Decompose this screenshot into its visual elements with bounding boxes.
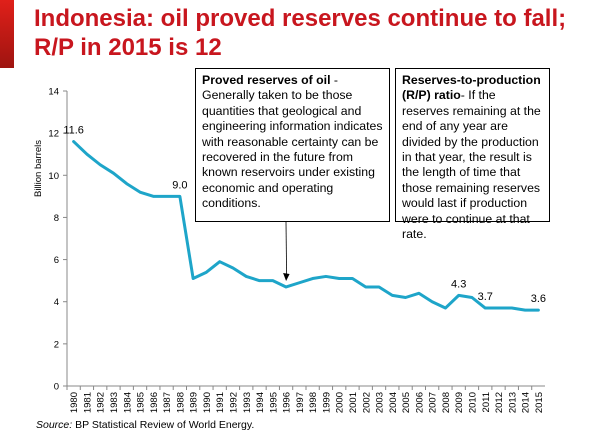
slide-title-line-2: R/P in 2015 is 12 <box>34 34 222 61</box>
x-tick-label: 2002 <box>361 392 372 413</box>
x-tick-label: 2000 <box>335 392 346 413</box>
x-tick-label: 1989 <box>189 392 200 413</box>
x-tick-label: 2012 <box>494 392 505 413</box>
proved-reserves-note-title: Proved reserves of oil <box>202 73 331 87</box>
y-tick-label: 12 <box>48 129 59 140</box>
annotation-arrow-line <box>285 221 287 275</box>
y-tick-label: 4 <box>54 297 59 308</box>
x-tick-label: 2001 <box>348 392 359 413</box>
y-tick-label: 6 <box>54 255 59 266</box>
source-text: BP Statistical Review of World Energy. <box>72 419 255 431</box>
y-tick-label: 14 <box>48 87 59 98</box>
x-tick-label: 1998 <box>308 392 319 413</box>
data-label-1988: 9.0 <box>172 179 187 191</box>
rp-ratio-note-text: - If the reserves remaining at the end o… <box>402 88 541 242</box>
x-tick-label: 1988 <box>175 392 186 413</box>
data-label-2011: 3.7 <box>478 291 493 303</box>
x-tick-label: 2006 <box>414 392 425 413</box>
proved-reserves-note: Proved reserves of oil - Generally taken… <box>195 68 390 222</box>
x-tick-label: 1996 <box>282 392 293 413</box>
x-tick-label: 1986 <box>149 392 160 413</box>
x-tick-label: 1997 <box>295 392 306 413</box>
reserves-series-line <box>72 140 540 312</box>
x-tick-label: 1984 <box>122 392 133 413</box>
x-tick-label: 2008 <box>441 392 452 413</box>
x-tick-label: 1987 <box>162 392 173 413</box>
x-tick-label: 1981 <box>82 392 93 413</box>
slide-title: Indonesia: oil proved reserves continue … <box>34 4 594 62</box>
source-label: Source: <box>36 419 73 431</box>
x-tick-label: 2004 <box>388 392 399 413</box>
y-tick-label: 8 <box>54 213 59 224</box>
rp-ratio-note-title: Reserves-to-production (R/P) ratio <box>402 73 541 103</box>
x-tick-label: 2015 <box>534 392 545 413</box>
x-tick-label: 1992 <box>228 392 239 413</box>
x-tick-label: 2005 <box>401 392 412 413</box>
x-tick-label: 1983 <box>109 392 120 413</box>
x-tick-label: 2010 <box>467 392 478 413</box>
x-tick-label: 2014 <box>521 392 532 413</box>
slide-title-line-1: Indonesia: oil proved reserves continue … <box>34 5 567 32</box>
y-tick-label: 2 <box>54 339 59 350</box>
y-tick-label: 0 <box>54 382 59 393</box>
rp-ratio-note: Reserves-to-production (R/P) ratio- If t… <box>395 68 550 241</box>
y-tick-label: 10 <box>48 171 59 182</box>
x-tick-label: 2009 <box>454 392 465 413</box>
x-tick-label: 1982 <box>96 392 107 413</box>
x-tick-label: 1993 <box>242 392 253 413</box>
x-tick-label: 1985 <box>136 392 147 413</box>
x-tick-label: 2007 <box>428 392 439 413</box>
proved-reserves-note-text: - Generally taken to be those quantities… <box>202 73 383 211</box>
x-tick-label: 2013 <box>507 392 518 413</box>
data-label-2015: 3.6 <box>531 293 546 305</box>
x-tick-label: 1999 <box>321 392 332 413</box>
x-tick-label: 1991 <box>215 392 226 413</box>
data-label-2009: 4.3 <box>451 278 466 290</box>
x-tick-label: 2003 <box>375 392 386 413</box>
y-axis-title: Billion barrels <box>33 140 44 197</box>
x-tick-label: 2011 <box>481 392 492 412</box>
x-tick-label: 1980 <box>69 392 80 413</box>
x-tick-label: 1994 <box>255 392 266 413</box>
title-accent-bar <box>0 0 14 68</box>
data-label-1980: 11.6 <box>63 125 84 137</box>
annotation-arrow-head <box>283 272 290 281</box>
source-note: Source: BP Statistical Review of World E… <box>36 419 254 431</box>
x-tick-label: 1990 <box>202 392 213 413</box>
x-tick-label: 1995 <box>268 392 279 413</box>
